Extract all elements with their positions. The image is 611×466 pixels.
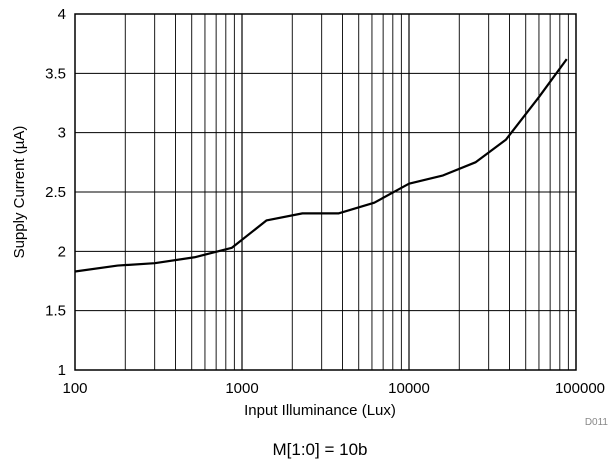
x-tick-label: 10000: [388, 380, 430, 397]
y-tick-label: 3.5: [45, 65, 66, 82]
y-tick-label: 3: [58, 125, 66, 142]
figure-code-label: D011: [585, 417, 609, 428]
y-tick-label: 1: [58, 362, 66, 379]
x-tick-label: 100000: [555, 380, 605, 397]
y-tick-label: 4: [58, 6, 66, 23]
y-tick-label: 2.5: [45, 184, 66, 201]
x-tick-label: 100: [62, 380, 87, 397]
data-series-line: [74, 58, 568, 273]
y-tick-labels: 1 1.5 2 2.5 3 3.5 4: [45, 6, 66, 379]
mode-caption: M[1:0] = 10b: [273, 440, 368, 459]
y-axis-title: Supply Current (µA): [11, 126, 28, 259]
x-tick-labels: 100 1000 10000 100000: [62, 380, 605, 397]
y-tick-label: 2: [58, 243, 66, 260]
x-tick-label: 1000: [225, 380, 258, 397]
y-tick-label: 1.5: [45, 303, 66, 320]
x-axis-title: Input Illuminance (Lux): [244, 402, 396, 419]
plot-area-frame: [74, 13, 577, 371]
grid-lines: [75, 14, 576, 370]
